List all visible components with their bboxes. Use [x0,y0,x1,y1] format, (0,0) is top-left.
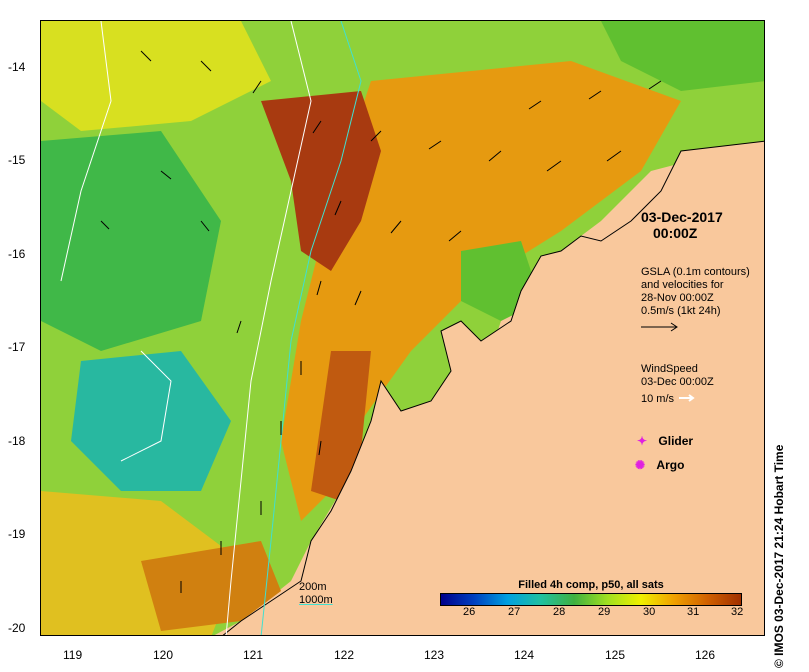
colorbar-tick: 27 [508,606,521,618]
glider-legend: ✦ Glider [637,435,693,448]
gsla-line-2: and velocities for [641,279,724,291]
wind-legend: WindSpeed 03-Dec 00:00Z 10 m/s [641,363,714,406]
x-tick-label: 121 [243,648,264,662]
sst-patch-orange-s [141,541,281,631]
velocity-arrows [100,50,662,593]
colorbar-title: Filled 4h comp, p50, all sats [518,579,664,591]
colorbar-tick: 32 [731,606,744,618]
sst-patch-yellow-nw [41,21,271,131]
velocity-scale-arrow [641,322,678,332]
contour-legend: 200m 1000m [299,581,333,607]
date-label: 03-Dec-2017 00:00Z [641,209,723,241]
glider-icon: ✦ [637,434,648,448]
wind-line-2: 03-Dec 00:00Z [641,376,714,388]
wind-line-3: 10 m/s [641,393,675,405]
y-tick-label: -20 [8,621,26,635]
sst-patch-orange-east [281,61,681,521]
argo-legend: ✺ Argo [635,459,684,472]
x-tick-label: 119 [63,648,83,662]
argo-label: Argo [656,458,685,472]
y-tick-label: -16 [8,247,26,261]
glider-label: Glider [658,434,694,448]
x-tick-label: 126 [695,648,716,662]
y-tick-label: -14 [8,60,26,74]
sst-patch-green-west [41,131,221,351]
gsla-line-3: 28-Nov 00:00Z [641,292,714,304]
wind-line-1: WindSpeed [641,363,698,375]
x-tick-label: 122 [334,648,355,662]
sst-map: 03-Dec-2017 00:00Z GSLA (0.1m contours) … [40,20,765,636]
imos-credit: © IMOS 03-Dec-2017 21:24 Hobart Time [772,444,786,668]
x-tick-label: 124 [514,648,535,662]
x-tick-label: 125 [605,648,626,662]
bathymetry-contour-200m [260,21,362,635]
sst-patch-red-central [261,91,381,271]
y-tick-label: -17 [8,340,26,354]
wind-scale-arrow [679,394,695,402]
x-tick-label: 123 [424,648,445,662]
gsla-line-4: 0.5m/s (1kt 24h) [641,305,721,317]
sst-patch-green-ne [601,21,764,91]
contour-1000-label: 1000m [299,594,333,606]
gsla-legend: GSLA (0.1m contours) and velocities for … [641,266,750,336]
colorbar-legend: Filled 4h comp, p50, all sats [423,577,759,629]
colorbar-tick: 26 [463,606,476,618]
gsla-contour [60,21,172,462]
colorbar-tick: 28 [553,606,566,618]
sst-patch-cyan-sw [71,351,231,491]
land-mainland [222,140,764,635]
colorbar-tick: 30 [643,606,656,618]
x-tick-label: 120 [153,648,174,662]
colorbar [440,593,742,606]
sst-field [41,21,764,635]
time-text: 00:00Z [653,225,698,241]
y-tick-label: -19 [8,527,26,541]
colorbar-tick: 29 [598,606,611,618]
contour-200-label: 200m [299,581,327,593]
bathymetry-contour-1000m [225,21,312,635]
date-text: 03-Dec-2017 [641,209,723,225]
y-tick-label: -15 [8,153,26,167]
gsla-line-1: GSLA (0.1m contours) [641,266,750,278]
argo-icon: ✺ [635,458,646,472]
y-tick-label: -18 [8,434,26,448]
colorbar-tick: 31 [687,606,700,618]
